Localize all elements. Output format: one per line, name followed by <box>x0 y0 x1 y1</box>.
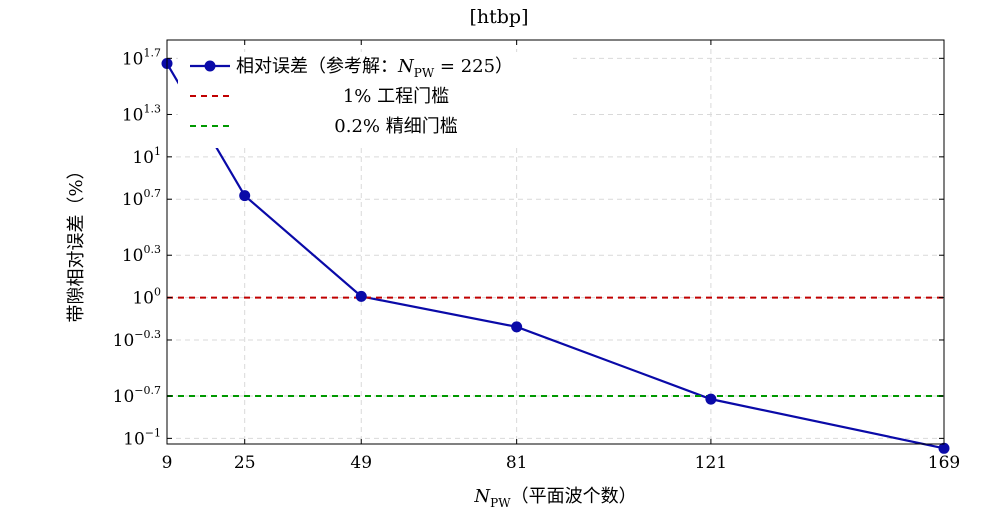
y-axis-label: 带隙相对误差（%） <box>66 161 87 322</box>
data-point <box>239 190 251 202</box>
x-tick-label: 49 <box>350 453 372 473</box>
y-tick-label: 101.7 <box>122 46 161 69</box>
data-point <box>705 393 717 405</box>
y-tick-label: 10−1 <box>123 426 161 449</box>
legend: 相对误差（参考解：NPW = 225） 1% 工程门槛 0.2% 精细门槛 <box>178 52 573 148</box>
x-tick-label: 9 <box>162 453 173 473</box>
data-point <box>355 290 367 302</box>
series-line <box>166 62 945 450</box>
y-tick-label: 100.7 <box>122 187 161 210</box>
x-axis-label: NPW（平面波个数） <box>473 486 636 510</box>
legend-label: 相对误差（参考解：NPW = 225） <box>236 56 513 80</box>
x-tick-label: 121 <box>695 453 727 473</box>
legend-label: 0.2% 精细门槛 <box>334 116 457 137</box>
data-point <box>511 321 523 333</box>
x-tick-label: 25 <box>234 453 256 473</box>
legend-box <box>178 52 573 148</box>
y-tick-label: 101.3 <box>122 102 161 125</box>
y-tick-label: 10−0.7 <box>113 384 161 407</box>
plot-frame <box>166 39 945 445</box>
legend-marker <box>204 60 216 72</box>
x-tick-label: 81 <box>506 453 528 473</box>
figure-caption: [htbp] <box>469 6 529 28</box>
y-tick-label: 100.3 <box>122 243 161 266</box>
y-tick-label: 10−0.3 <box>113 328 161 351</box>
data-point <box>938 442 950 454</box>
y-tick-label: 100 <box>132 286 161 309</box>
legend-label: 1% 工程门槛 <box>343 86 449 107</box>
x-tick-label: 169 <box>928 453 960 473</box>
y-tick-label: 101 <box>132 145 161 168</box>
